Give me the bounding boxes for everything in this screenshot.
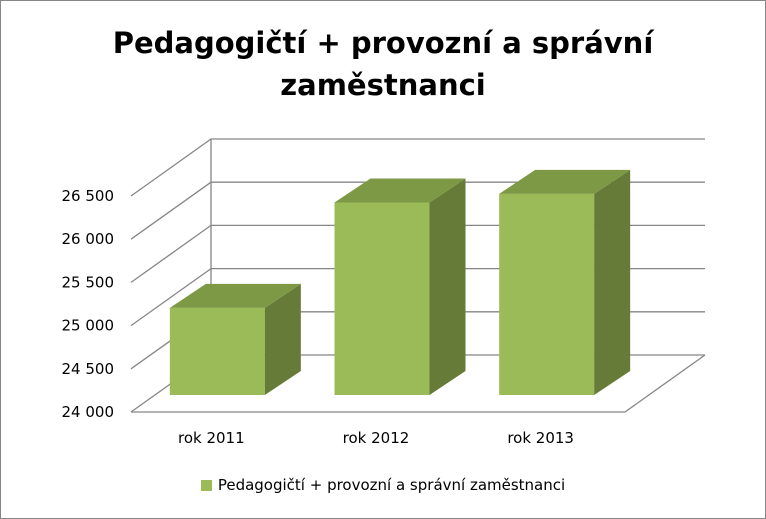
floor-edge: [131, 354, 706, 413]
chart-title-line-1: Pedagogičtí + provozní a správní: [112, 26, 654, 60]
bar-layer: [169, 169, 631, 395]
legend-swatch: [200, 480, 212, 491]
x-tick-label: rok 2011: [178, 429, 245, 447]
y-tick-label: 25 500: [62, 273, 115, 291]
bar-front-face: [334, 202, 430, 395]
chart-title: Pedagogičtí + provozní a správní zaměstn…: [0, 22, 766, 106]
legend: Pedagogičtí + provozní a správní zaměstn…: [0, 476, 766, 494]
bar-top-face: [169, 283, 301, 308]
bar-front-face: [169, 307, 265, 395]
bar-top-face: [499, 169, 631, 194]
y-tick-label: 26 000: [62, 230, 115, 248]
bar-side-face: [264, 283, 301, 395]
y-tick-label: 24 000: [62, 403, 115, 421]
y-tick-label: 26 500: [62, 187, 115, 205]
bar-top-face: [334, 178, 466, 203]
bar-side-face: [594, 169, 631, 395]
y-tick-label: 25 000: [62, 317, 115, 335]
x-tick-label: rok 2013: [507, 429, 574, 447]
bar-front-face: [499, 193, 595, 395]
legend-label: Pedagogičtí + provozní a správní zaměstn…: [217, 476, 566, 494]
bar-side-face: [429, 178, 466, 395]
x-tick-label: rok 2012: [343, 429, 410, 447]
tick-layer: 24 000 24 500 25 000 25 500 26 000 26 50…: [62, 187, 574, 447]
chart-title-line-2: zaměstnanci: [280, 68, 486, 102]
y-tick-label: 24 500: [62, 360, 115, 378]
